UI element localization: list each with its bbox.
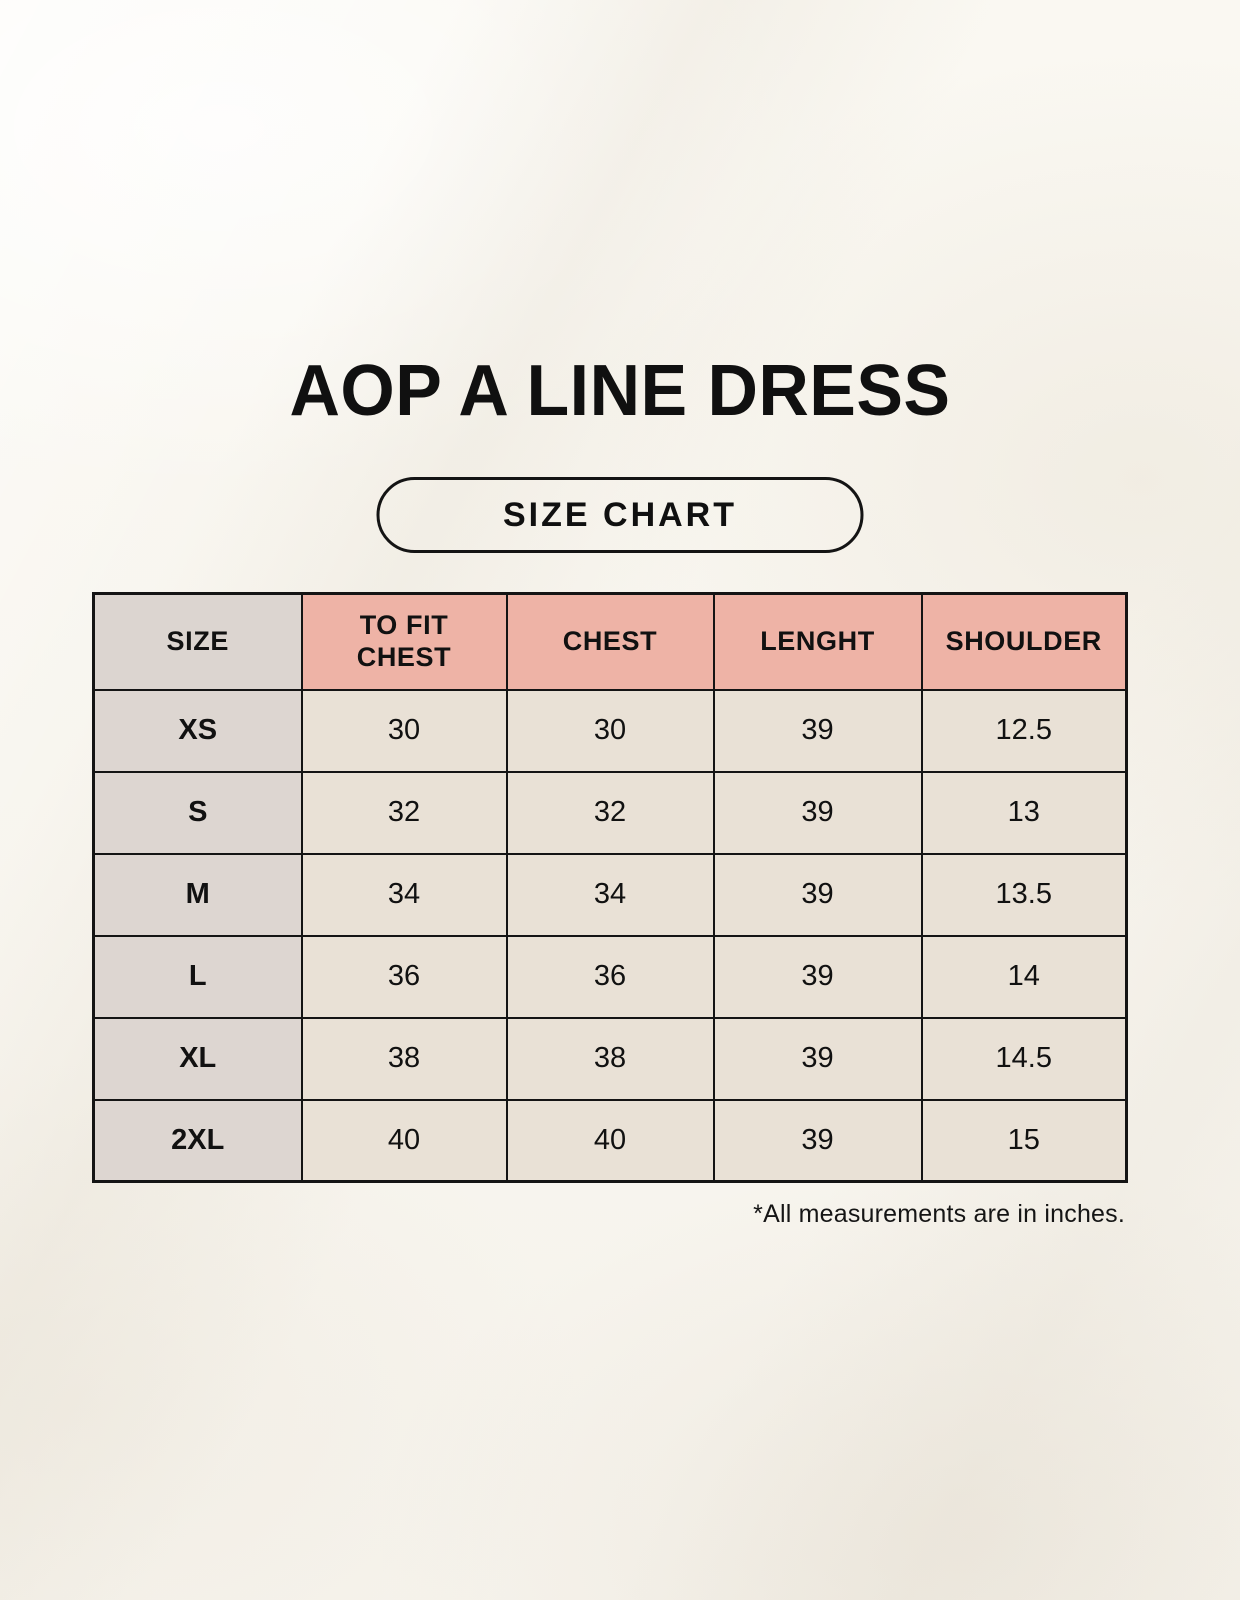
- table-row: L 36 36 39 14: [92, 934, 1128, 1019]
- column-header-chest-label: CHEST: [562, 625, 658, 656]
- cell-chest: 40: [505, 1098, 715, 1183]
- column-header-length: LENGHT: [712, 592, 923, 691]
- cell-shoulder: 14: [920, 934, 1128, 1019]
- cell-length: 39: [712, 934, 923, 1019]
- cell-chest: 36: [505, 934, 715, 1019]
- cell-chest: 38: [505, 1016, 715, 1101]
- cell-length: 39: [712, 688, 923, 773]
- column-header-size-label: SIZE: [166, 625, 229, 656]
- cell-length: 39: [712, 1098, 923, 1183]
- cell-length: 39: [712, 770, 923, 855]
- cell-size: M: [92, 852, 303, 937]
- size-chart-badge: SIZE CHART: [376, 477, 864, 553]
- column-header-length-label: LENGHT: [760, 625, 875, 656]
- table-row: XL 38 38 39 14.5: [92, 1016, 1128, 1101]
- measurement-unit-note: *All measurements are in inches.: [753, 1200, 1125, 1228]
- cell-to-fit-chest: 32: [300, 770, 508, 855]
- table-header: SIZE TO FIT CHEST CHEST LENGHT SHOULDER: [92, 592, 1128, 691]
- cell-to-fit-chest: 34: [300, 852, 508, 937]
- size-chart-table: SIZE TO FIT CHEST CHEST LENGHT SHOULDER: [92, 592, 1128, 1183]
- cell-to-fit-chest: 40: [300, 1098, 508, 1183]
- cell-shoulder: 14.5: [920, 1016, 1128, 1101]
- cell-size: 2XL: [92, 1098, 303, 1183]
- cell-size: L: [92, 934, 303, 1019]
- column-header-to-fit-chest-line2: CHEST: [356, 641, 452, 672]
- cell-chest: 30: [505, 688, 715, 773]
- column-header-size: SIZE: [92, 592, 303, 691]
- cell-shoulder: 15: [920, 1098, 1128, 1183]
- cell-to-fit-chest: 36: [300, 934, 508, 1019]
- cell-to-fit-chest: 38: [300, 1016, 508, 1101]
- size-chart-badge-label: SIZE CHART: [503, 496, 737, 534]
- table-row: S 32 32 39 13: [92, 770, 1128, 855]
- cell-size: XS: [92, 688, 303, 773]
- column-header-chest: CHEST: [505, 592, 715, 691]
- size-table-container: SIZE TO FIT CHEST CHEST LENGHT SHOULDER: [92, 592, 1128, 1183]
- table-body: XS 30 30 39 12.5 S 32 32 39 13 M 34 34: [92, 688, 1128, 1183]
- cell-length: 39: [712, 1016, 923, 1101]
- cell-size: S: [92, 770, 303, 855]
- cell-to-fit-chest: 30: [300, 688, 508, 773]
- cell-shoulder: 13.5: [920, 852, 1128, 937]
- table-header-row: SIZE TO FIT CHEST CHEST LENGHT SHOULDER: [92, 592, 1128, 691]
- column-header-shoulder: SHOULDER: [920, 592, 1128, 691]
- page-title: AOP A LINE DRESS: [289, 351, 951, 431]
- cell-shoulder: 13: [920, 770, 1128, 855]
- cell-length: 39: [712, 852, 923, 937]
- cell-size: XL: [92, 1016, 303, 1101]
- table-row: M 34 34 39 13.5: [92, 852, 1128, 937]
- table-row: 2XL 40 40 39 15: [92, 1098, 1128, 1183]
- cell-chest: 34: [505, 852, 715, 937]
- column-header-to-fit-chest: TO FIT CHEST: [300, 592, 508, 691]
- cell-chest: 32: [505, 770, 715, 855]
- table-row: XS 30 30 39 12.5: [92, 688, 1128, 773]
- cell-shoulder: 12.5: [920, 688, 1128, 773]
- column-header-to-fit-chest-line1: TO FIT: [359, 609, 449, 640]
- column-header-shoulder-label: SHOULDER: [945, 625, 1102, 656]
